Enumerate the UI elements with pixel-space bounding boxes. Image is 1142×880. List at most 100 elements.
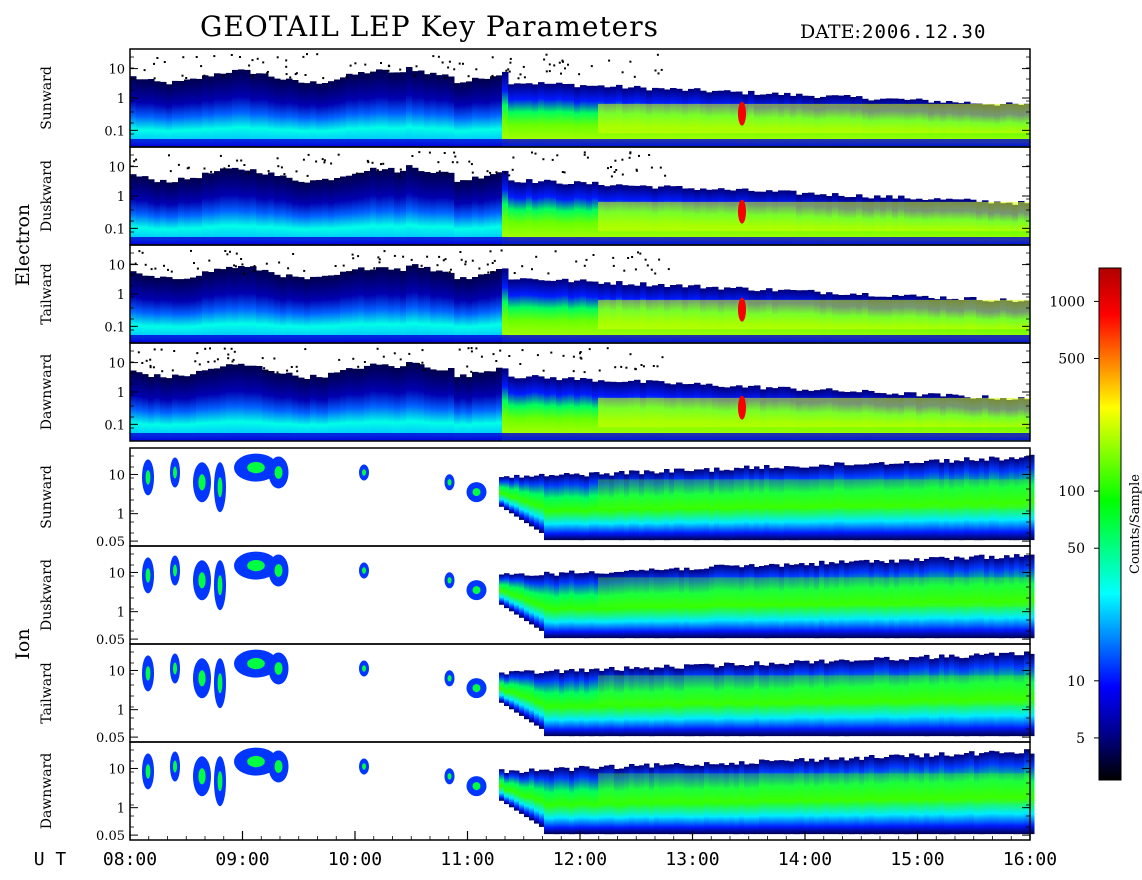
noise-dot	[470, 347, 473, 350]
ion-spectrum-column	[664, 764, 670, 835]
noise-dot	[240, 159, 243, 162]
electron-spectrum-column	[454, 279, 461, 343]
ion-spectrum-column	[884, 464, 890, 541]
ion-spectrum-column	[549, 475, 555, 541]
ion-spectrum-column	[679, 468, 685, 541]
noise-dot	[209, 347, 211, 350]
ion-spectrum-column	[1014, 459, 1020, 541]
electron-spectrum-column	[172, 80, 179, 147]
ion-spectrum-column	[879, 758, 885, 835]
ion-spectrum-column	[729, 470, 735, 541]
ion-spectrum-column	[519, 772, 525, 814]
ion-spectrum-column	[919, 757, 925, 835]
noise-dot	[415, 65, 418, 68]
noise-dot	[534, 152, 537, 155]
electron-flux-band	[598, 201, 1030, 232]
electron-baseline-strip	[130, 335, 1030, 342]
page-title: GEOTAIL LEP Key Parameters	[200, 10, 659, 43]
noise-dot	[543, 58, 546, 61]
ion-spectrum-column	[579, 668, 585, 737]
noise-dot	[642, 365, 645, 368]
electron-spectrum-column	[316, 276, 323, 343]
noise-dot	[382, 355, 385, 358]
electron-spectrum-column	[334, 178, 341, 245]
noise-dot	[607, 167, 609, 170]
electron-spectrum-column	[562, 378, 569, 441]
electron-spectrum-column	[190, 78, 197, 147]
noise-dot	[583, 153, 586, 156]
electron-spectrum-column	[352, 269, 359, 343]
electron-spectrum-column	[184, 79, 191, 147]
electron-spectrum-column	[256, 270, 263, 343]
noise-dot	[236, 159, 239, 162]
ion-spectrum-column	[894, 562, 900, 639]
electron-spectrum-column	[538, 376, 545, 441]
panel-label-tailward: Tailward	[39, 662, 55, 724]
electron-spectrum-column	[580, 182, 587, 245]
ion-spectrum-column	[704, 568, 710, 639]
electron-spectrum-column	[244, 365, 251, 441]
noise-dot	[378, 261, 381, 264]
ion-blob-core	[173, 564, 177, 577]
ion-spectrum-column	[839, 757, 845, 835]
ion-spectrum-column	[749, 469, 755, 541]
electron-spectrum-column	[244, 69, 251, 147]
ion-spectrum-column	[759, 566, 765, 639]
noise-dot	[357, 365, 360, 368]
noise-dot	[475, 68, 478, 71]
electron-spectrum-column	[376, 170, 383, 245]
ion-flux-band	[598, 675, 1030, 705]
electron-spectrum-column	[292, 80, 299, 147]
electron-spectrum-column	[340, 77, 347, 147]
ion-spectrum-column	[579, 765, 585, 835]
electron-spectrum-column	[556, 183, 563, 245]
electron-spectrum-column	[334, 79, 341, 147]
ion-spectrum-column	[949, 560, 955, 639]
ion-spectrum-column	[644, 763, 650, 835]
ion-spectrum-column	[704, 762, 710, 835]
x-axis-label: U T	[34, 849, 67, 870]
ion-spectrum-column	[609, 764, 615, 835]
noise-dot	[491, 262, 494, 264]
ion-spectrum-column	[589, 571, 595, 639]
panel-label-tailward: Tailward	[39, 263, 55, 325]
ion-spectrum-column	[744, 764, 750, 835]
noise-dot	[454, 155, 457, 158]
ion-blob-core	[217, 771, 223, 792]
electron-duskward-panel	[130, 151, 1031, 245]
electron-spectrum-column	[502, 368, 509, 441]
electron-spectrum-column	[586, 85, 593, 147]
ion-spectrum-column	[1029, 753, 1035, 835]
noise-dot	[629, 353, 632, 356]
noise-dot	[637, 251, 639, 254]
ion-blob-core	[198, 572, 206, 589]
noise-dot	[302, 55, 305, 58]
ion-spectrum-column	[739, 761, 745, 835]
ion-blob-core	[447, 675, 452, 682]
y-tick-label: 1	[117, 802, 125, 817]
electron-spectrum-column	[550, 280, 557, 343]
ion-spectrum-column	[959, 754, 965, 835]
electron-spectrum-column	[526, 278, 533, 343]
ion-spectrum-column	[569, 570, 575, 639]
noise-dot	[531, 268, 533, 271]
ion-spectrum-column	[1009, 752, 1015, 835]
noise-dot	[517, 77, 520, 80]
electron-spectrum-column	[556, 279, 563, 343]
ion-spectrum-column	[724, 565, 730, 639]
electron-spectrum-column	[352, 173, 359, 245]
noise-dot	[661, 356, 664, 359]
ion-spectrum-column	[864, 660, 870, 737]
electron-spectrum-column	[406, 67, 413, 147]
electron-spectrum-column	[322, 83, 329, 147]
electron-spectrum-column	[238, 69, 245, 147]
ion-spectrum-column	[664, 569, 670, 639]
ion-spectrum-column	[829, 759, 835, 835]
electron-spectrum-column	[160, 81, 167, 147]
y-tick-label: 10	[108, 468, 125, 483]
noise-dot	[227, 353, 230, 356]
electron-spectrum-column	[406, 265, 413, 343]
y-tick-label: 1	[117, 288, 125, 303]
ion-spectrum-column	[804, 761, 810, 835]
electron-spectrum-column	[544, 280, 551, 343]
